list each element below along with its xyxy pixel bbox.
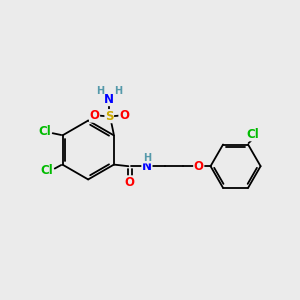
Text: O: O [119,109,129,122]
Text: H: H [96,86,104,96]
Text: Cl: Cl [38,125,51,138]
Text: O: O [89,109,100,122]
Text: N: N [142,160,152,173]
Text: H: H [114,86,122,96]
Text: Cl: Cl [246,128,259,141]
Text: H: H [143,153,151,163]
Text: Cl: Cl [40,164,53,176]
Text: O: O [125,176,135,189]
Text: S: S [105,110,113,123]
Text: N: N [104,93,114,106]
Text: O: O [194,160,204,173]
